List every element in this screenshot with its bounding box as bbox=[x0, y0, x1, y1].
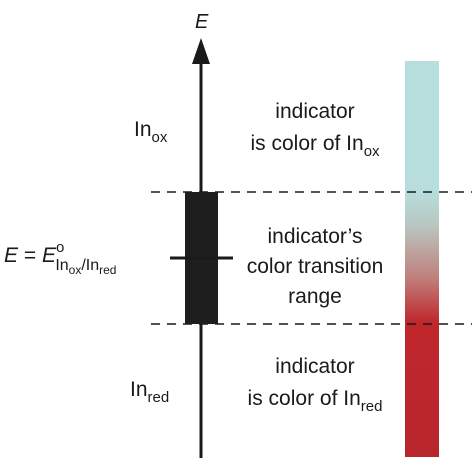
standard-potential-label: E = Eo Inox/Inred bbox=[4, 239, 116, 277]
bottom-region-line-2: is color of Inred bbox=[248, 387, 383, 415]
bottom-region-line-1: indicator bbox=[275, 355, 354, 378]
top-region-line-1: indicator bbox=[275, 100, 354, 123]
middle-region-line-2: color transition bbox=[247, 255, 384, 278]
axis-label-e: E bbox=[195, 11, 209, 33]
potential-axis-arrowhead bbox=[192, 38, 210, 64]
in-ox-species-label: Inox bbox=[134, 118, 168, 146]
top-region-line-2: is color of Inox bbox=[250, 132, 380, 160]
in-red-species-label: Inred bbox=[130, 378, 169, 406]
middle-region-line-3: range bbox=[288, 285, 342, 308]
middle-region-line-1: indicator’s bbox=[268, 225, 363, 248]
indicator-color-bar bbox=[405, 61, 439, 457]
